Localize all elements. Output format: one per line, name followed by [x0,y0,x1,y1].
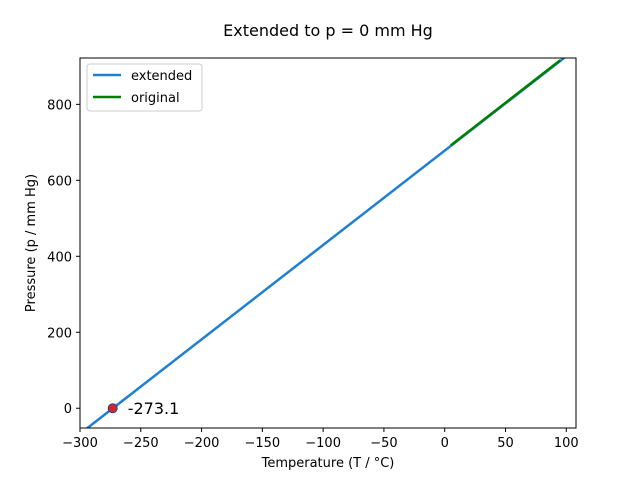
y-tick-label: 400 [47,250,72,265]
y-tick-label: 800 [47,98,72,113]
x-axis-label: Temperature (T / °C) [261,456,395,471]
x-tick-label: −250 [123,436,159,451]
point-annotation: -273.1 [128,399,180,418]
x-tick-label: 50 [497,436,514,451]
plot-lines [85,58,567,428]
x-tick-label: −200 [184,436,220,451]
chart-title: Extended to p = 0 mm Hg [223,21,433,40]
y-axis: 0 200 400 600 800 [47,98,80,417]
x-tick-label: −100 [305,436,341,451]
y-axis-label: Pressure (p / mm Hg) [24,174,39,312]
x-tick-label: 100 [554,436,579,451]
y-tick-label: 200 [47,326,72,341]
x-tick-label: −50 [370,436,397,451]
plot-frame [79,57,577,429]
marker-point [107,403,118,414]
legend-label-extended: extended [131,69,192,84]
x-tick-label: −300 [62,436,98,451]
legend: extended original [86,63,203,112]
series-line-original [450,59,561,147]
y-tick-label: 600 [47,174,72,189]
x-tick-label: 0 [441,436,449,451]
plot-points: -273.1 [107,399,180,418]
x-axis: −300 −250 −200 −150 −100 −50 0 50 100 [62,428,579,451]
x-tick-label: −150 [244,436,280,451]
y-tick-label: 0 [64,402,72,417]
legend-label-original: original [131,91,180,106]
